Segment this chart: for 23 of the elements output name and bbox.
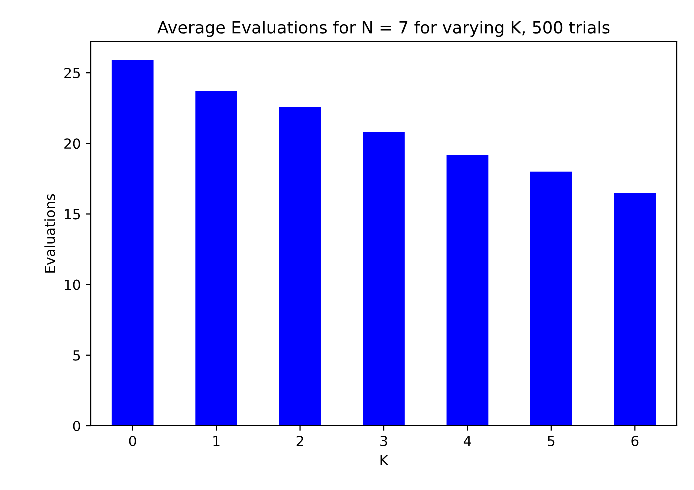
bar <box>614 193 656 426</box>
chart-title: Average Evaluations for N = 7 for varying K, 500 trials <box>158 21 610 38</box>
y-tick-label: 5 <box>74 350 80 361</box>
x-tick-label: 3 <box>380 436 388 446</box>
y-tick-label: 25 <box>64 68 80 79</box>
y-tick-label: 0 <box>73 420 80 432</box>
bar <box>530 172 572 426</box>
bar <box>363 132 405 426</box>
x-tick-label: 4 <box>464 436 472 446</box>
x-tick-label: 0 <box>129 436 136 446</box>
x-tick-label: 6 <box>632 436 639 446</box>
bar <box>196 91 238 426</box>
bar <box>279 106 322 426</box>
x-tick-label: 2 <box>296 436 304 446</box>
y-axis-title: Evaluations <box>44 194 56 273</box>
x-tick-label: 5 <box>548 436 555 446</box>
bar <box>112 60 154 426</box>
x-tick-label: 1 <box>214 436 220 446</box>
bar <box>446 154 489 426</box>
y-tick-label: 20 <box>64 138 80 150</box>
y-tick-label: 15 <box>65 209 80 220</box>
y-tick-label: 10 <box>65 280 80 290</box>
x-axis-title: K <box>380 455 389 466</box>
